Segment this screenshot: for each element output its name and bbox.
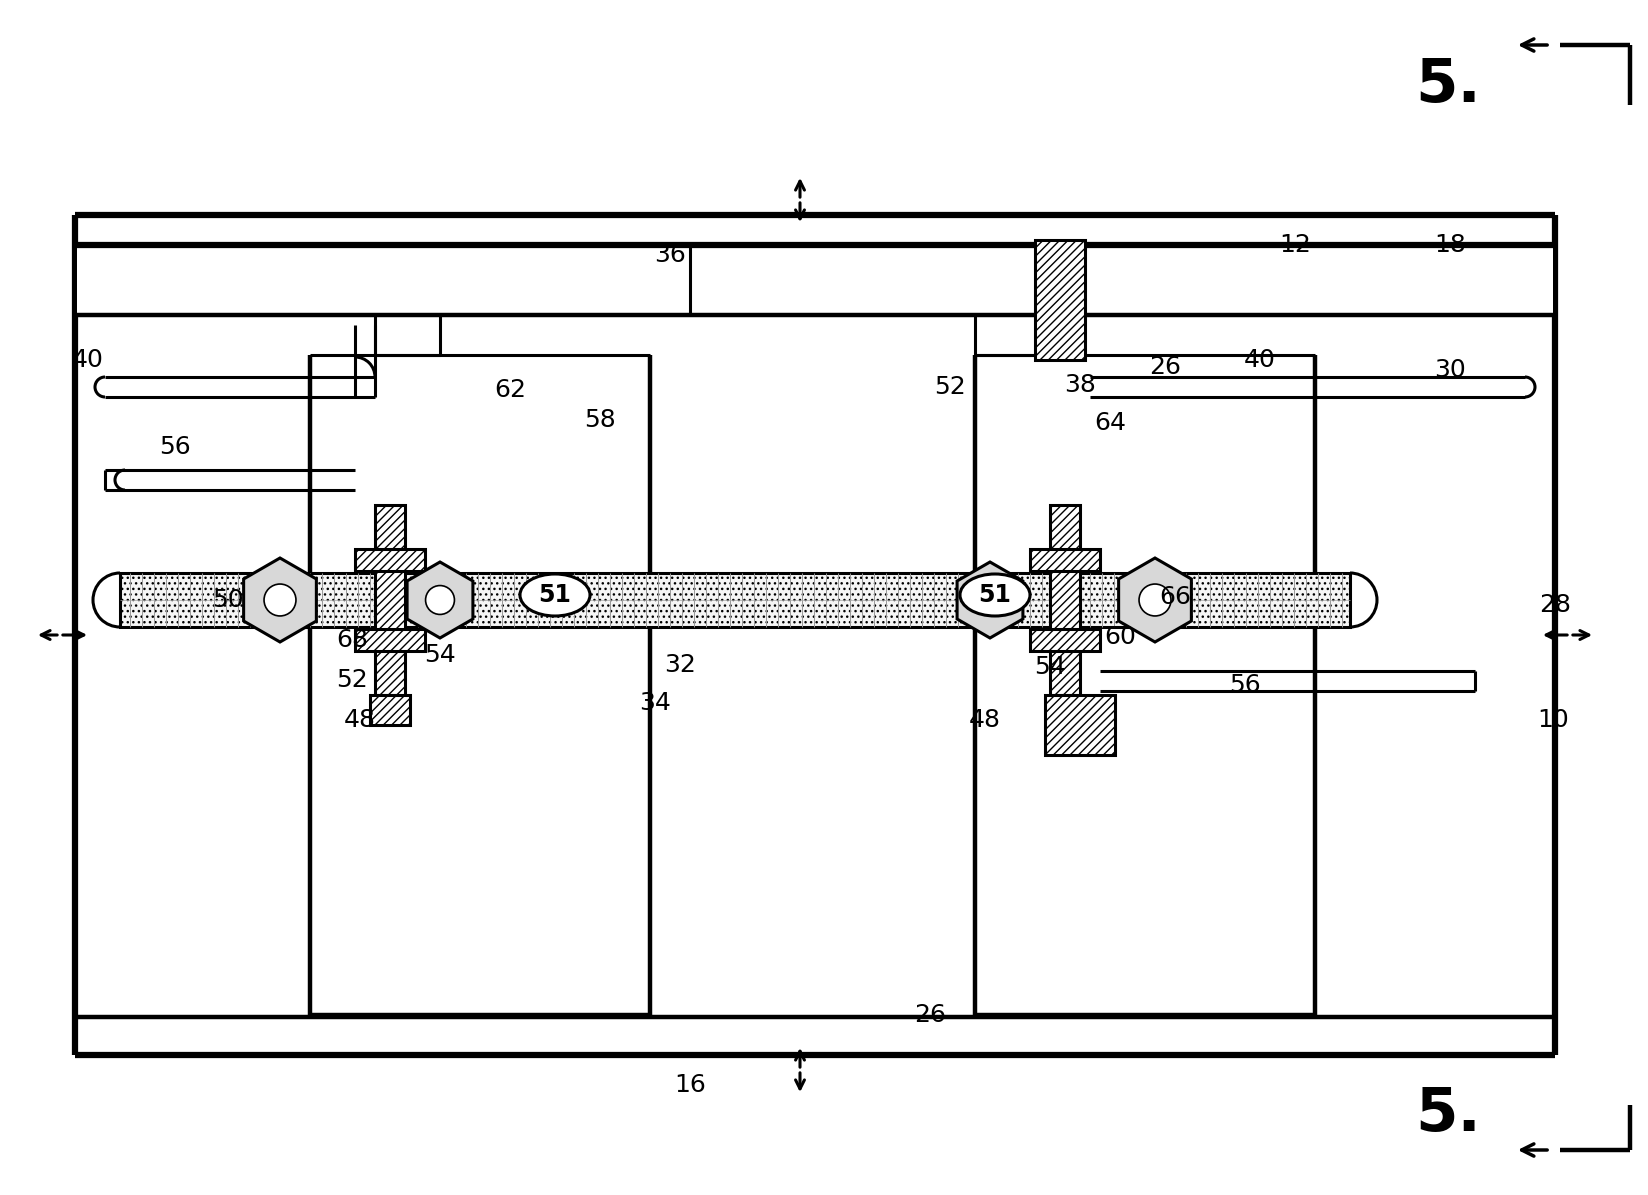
Text: 51: 51 bbox=[977, 583, 1010, 607]
Text: 56: 56 bbox=[158, 435, 191, 459]
Bar bbox=[1030, 629, 1099, 651]
Bar bbox=[1045, 695, 1114, 755]
Text: 52: 52 bbox=[933, 375, 966, 399]
Text: 40: 40 bbox=[73, 348, 104, 372]
Bar bbox=[354, 549, 425, 571]
Text: 28: 28 bbox=[1538, 593, 1571, 617]
Bar bbox=[1035, 240, 1084, 360]
Polygon shape bbox=[956, 562, 1022, 638]
Text: 18: 18 bbox=[1434, 233, 1465, 257]
Polygon shape bbox=[1117, 558, 1190, 642]
Text: 56: 56 bbox=[1228, 673, 1261, 697]
Text: 54: 54 bbox=[1033, 655, 1065, 679]
Text: 54: 54 bbox=[424, 643, 455, 667]
Bar bbox=[1050, 505, 1079, 695]
Text: 36: 36 bbox=[654, 243, 686, 266]
Ellipse shape bbox=[959, 574, 1030, 615]
Polygon shape bbox=[244, 558, 316, 642]
Bar bbox=[369, 695, 410, 725]
Bar bbox=[354, 629, 425, 651]
Text: 26: 26 bbox=[1149, 355, 1180, 379]
Text: 62: 62 bbox=[494, 378, 526, 402]
Text: 64: 64 bbox=[1093, 411, 1126, 435]
Text: 10: 10 bbox=[1536, 707, 1567, 733]
Text: 30: 30 bbox=[1434, 358, 1465, 382]
Text: 51: 51 bbox=[539, 583, 572, 607]
Text: 12: 12 bbox=[1279, 233, 1310, 257]
Circle shape bbox=[264, 584, 295, 615]
Bar bbox=[77, 246, 1552, 314]
Text: 60: 60 bbox=[1104, 625, 1135, 649]
Circle shape bbox=[1139, 584, 1170, 615]
Text: 5.: 5. bbox=[1414, 55, 1480, 115]
Ellipse shape bbox=[519, 574, 590, 615]
Circle shape bbox=[425, 586, 455, 614]
Text: 66: 66 bbox=[1159, 586, 1190, 609]
Bar bbox=[374, 505, 405, 695]
Text: 50: 50 bbox=[213, 588, 244, 612]
Circle shape bbox=[976, 586, 1004, 614]
Text: 48: 48 bbox=[969, 707, 1000, 733]
Bar bbox=[1030, 549, 1099, 571]
Bar bbox=[120, 572, 1350, 627]
Text: 38: 38 bbox=[1063, 373, 1096, 397]
Text: 16: 16 bbox=[674, 1073, 705, 1097]
Text: 58: 58 bbox=[583, 407, 615, 433]
Polygon shape bbox=[407, 562, 473, 638]
Text: 34: 34 bbox=[639, 691, 671, 715]
Text: 32: 32 bbox=[664, 652, 695, 678]
Text: 26: 26 bbox=[913, 1003, 946, 1027]
Text: 48: 48 bbox=[344, 707, 376, 733]
Text: 5.: 5. bbox=[1414, 1085, 1480, 1145]
Text: 52: 52 bbox=[336, 668, 368, 692]
Text: 40: 40 bbox=[1243, 348, 1276, 372]
Text: 68: 68 bbox=[336, 629, 368, 652]
